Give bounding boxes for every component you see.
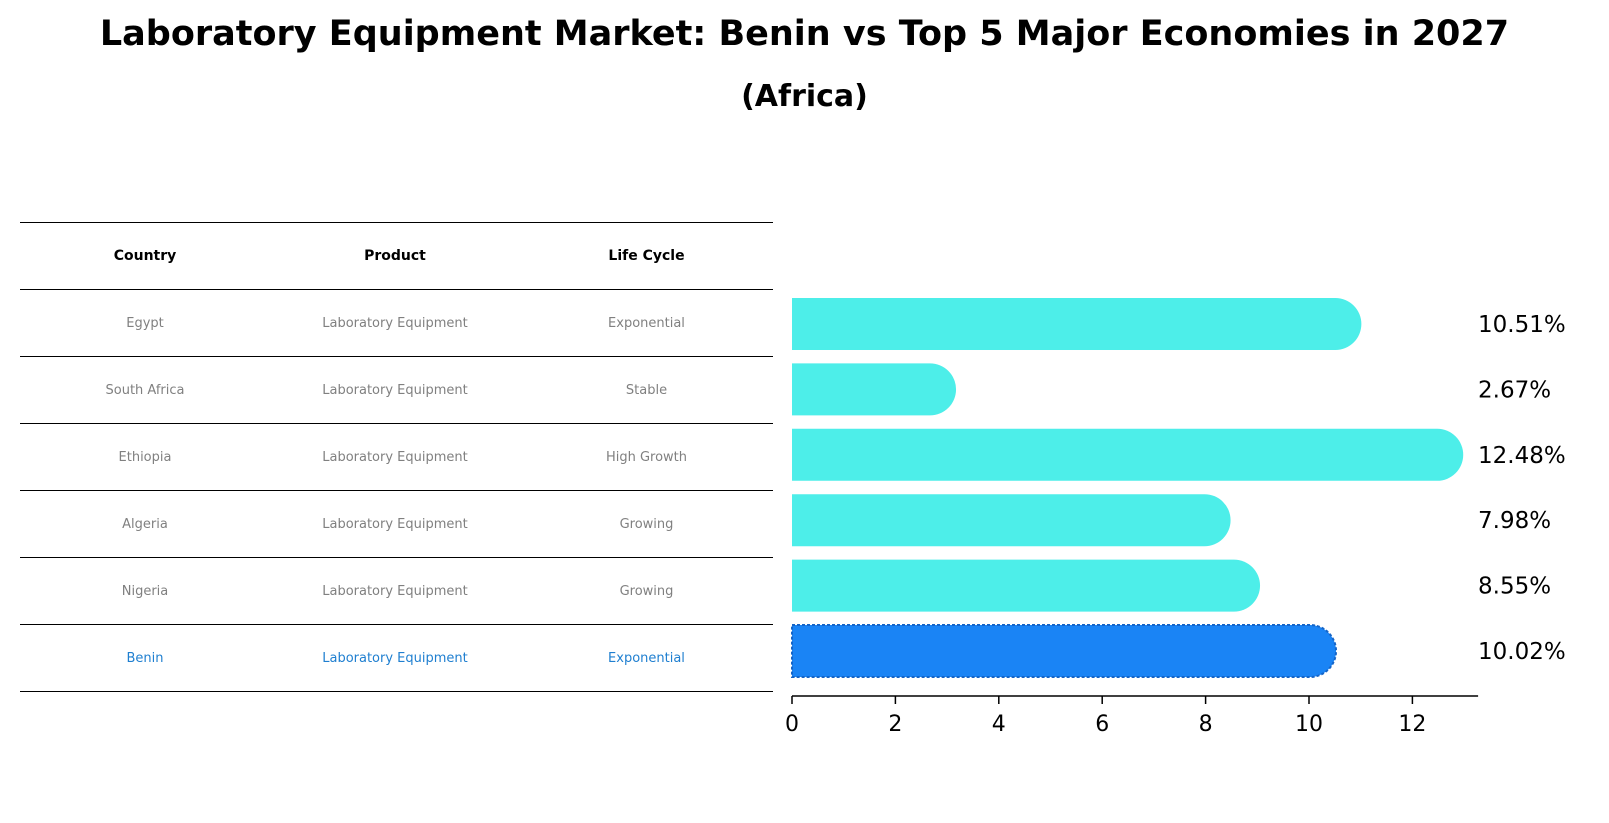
cell-country: Algeria: [122, 516, 168, 532]
header-life-cycle: Life Cycle: [608, 248, 685, 264]
cell-country: Benin: [126, 650, 164, 666]
cell-product: Laboratory Equipment: [322, 449, 468, 465]
x-tick-label: 6: [1095, 712, 1109, 737]
chart-title: Laboratory Equipment Market: Benin vs To…: [99, 14, 1510, 54]
value-label: 8.55%: [1478, 574, 1551, 600]
bar-algeria: [792, 494, 1231, 547]
x-tick-label: 2: [888, 712, 902, 737]
header-product: Product: [364, 248, 426, 264]
table-row: Algeria Laboratory Equipment Growing: [20, 490, 773, 557]
x-tick-label: 4: [992, 712, 1006, 737]
cell-country: South Africa: [105, 382, 185, 398]
x-tick-label: 10: [1295, 712, 1323, 737]
bar-benin: [791, 624, 1338, 678]
cell-product: Laboratory Equipment: [322, 583, 468, 599]
cell-life-cycle: Stable: [625, 382, 668, 398]
value-label: 10.51%: [1478, 312, 1566, 338]
bar-egypt: [792, 298, 1362, 350]
cell-product: Laboratory Equipment: [322, 315, 468, 331]
cell-product: Laboratory Equipment: [322, 650, 468, 666]
bar-south-africa: [792, 363, 957, 416]
cell-product: Laboratory Equipment: [322, 516, 468, 532]
cell-life-cycle: Growing: [619, 583, 674, 599]
x-tick-label: 8: [1199, 712, 1213, 737]
cell-country: Nigeria: [121, 583, 169, 599]
x-tick-label: 0: [785, 712, 799, 737]
value-label: 2.67%: [1478, 377, 1551, 403]
table-header-row: Country Product Life Cycle: [20, 222, 773, 289]
cell-country: Egypt: [126, 315, 164, 331]
value-label: 7.98%: [1478, 508, 1551, 534]
data-table: Country Product Life Cycle Egypt Laborat…: [20, 222, 773, 692]
cell-life-cycle: High Growth: [605, 449, 688, 465]
table-row: Egypt Laboratory Equipment Exponential: [20, 289, 773, 356]
cell-product: Laboratory Equipment: [322, 382, 468, 398]
table-row-highlighted: Benin Laboratory Equipment Exponential: [20, 624, 773, 692]
table-row: Ethiopia Laboratory Equipment High Growt…: [20, 423, 773, 490]
cell-country: Ethiopia: [118, 449, 172, 465]
x-tick-label: 12: [1398, 712, 1426, 737]
header-country: Country: [113, 248, 177, 264]
value-label: 10.02%: [1478, 639, 1566, 665]
cell-life-cycle: Exponential: [608, 650, 685, 666]
cell-life-cycle: Exponential: [608, 315, 685, 331]
bar-nigeria: [792, 559, 1261, 612]
table-row: South Africa Laboratory Equipment Stable: [20, 356, 773, 423]
chart-subtitle: (Africa): [741, 79, 868, 114]
bar-ethiopia: [792, 428, 1464, 481]
table-row: Nigeria Laboratory Equipment Growing: [20, 557, 773, 624]
value-label: 12.48%: [1478, 443, 1566, 469]
cell-life-cycle: Growing: [619, 516, 674, 532]
